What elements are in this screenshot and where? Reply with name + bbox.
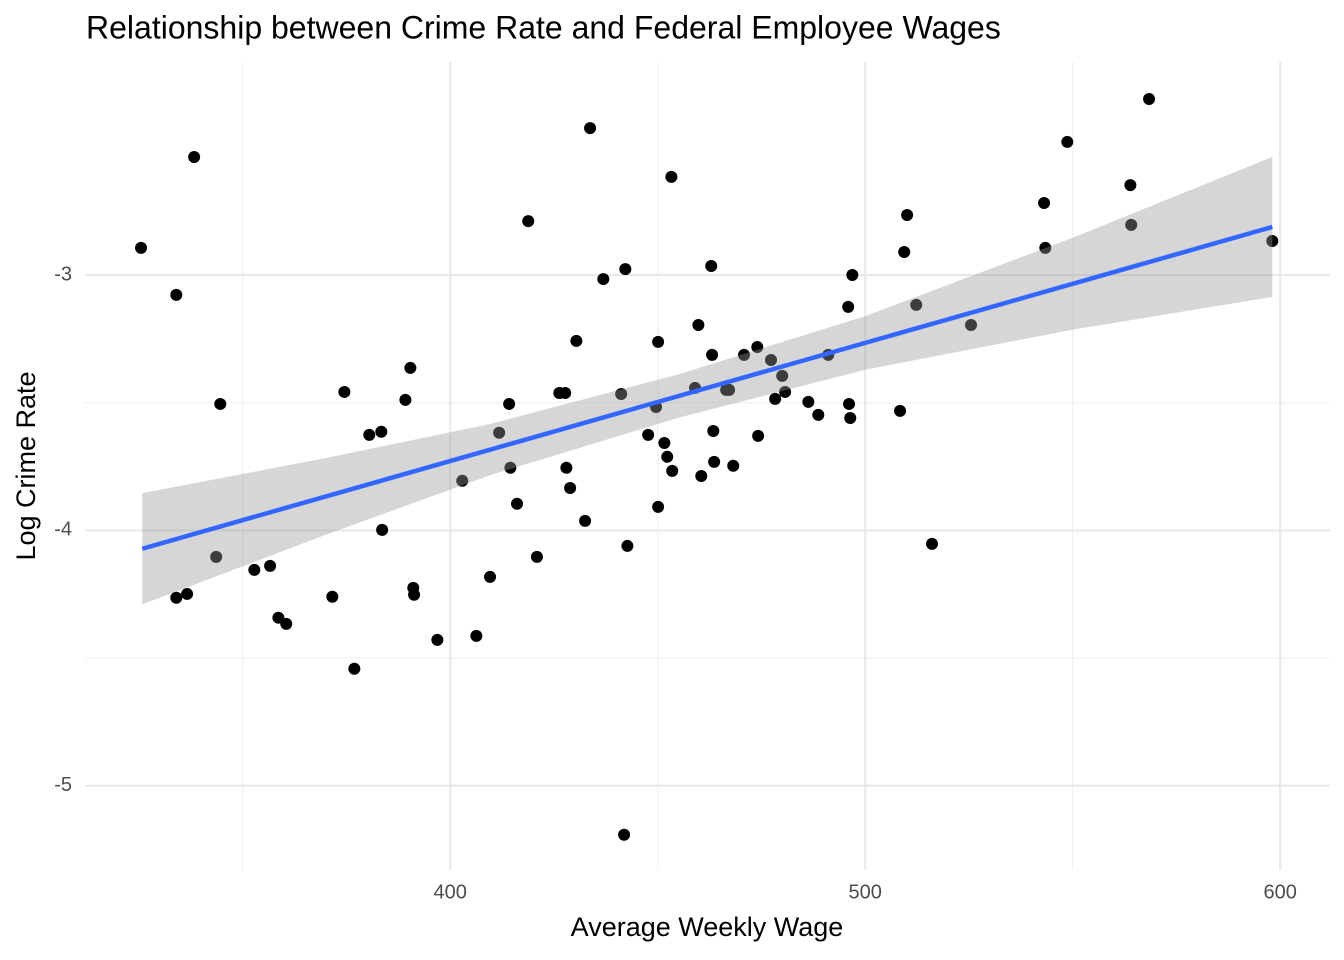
point (901, 208, 914, 221)
point (812, 408, 825, 421)
point (738, 348, 751, 361)
point (530, 550, 543, 563)
point (1038, 196, 1051, 209)
point (564, 481, 577, 494)
x-axis-title: Average Weekly Wage (571, 912, 844, 942)
point (375, 425, 388, 438)
y-tick-label: -5 (54, 774, 72, 796)
x-tick-label: 600 (1264, 881, 1297, 903)
point (1143, 93, 1156, 106)
point (210, 550, 223, 563)
point (842, 300, 855, 313)
point (652, 500, 665, 513)
point (188, 150, 201, 163)
point (135, 241, 148, 254)
point (707, 425, 720, 438)
point (522, 215, 535, 228)
point (723, 383, 736, 396)
point (802, 395, 815, 408)
point (456, 474, 469, 487)
point (559, 386, 572, 399)
point (376, 523, 389, 536)
point (348, 662, 361, 675)
point (910, 298, 923, 311)
point (619, 263, 632, 276)
point (705, 260, 718, 273)
point (615, 387, 628, 400)
point (1125, 218, 1138, 231)
point (618, 828, 631, 841)
point (692, 319, 705, 332)
point (280, 617, 293, 630)
confidence-band (142, 156, 1273, 605)
point (431, 633, 444, 646)
point (170, 591, 183, 604)
point (338, 385, 351, 398)
point (776, 369, 789, 382)
point (399, 393, 412, 406)
point (560, 461, 573, 474)
point (484, 570, 497, 583)
point (642, 428, 655, 441)
point (264, 559, 277, 572)
point (1039, 241, 1052, 254)
point (764, 354, 777, 367)
point (511, 497, 524, 510)
point (181, 587, 194, 600)
y-tick-label: -4 (54, 519, 72, 541)
point (843, 397, 856, 410)
point (408, 588, 421, 601)
point (584, 122, 597, 135)
point (695, 469, 708, 482)
point (898, 245, 911, 258)
point (404, 361, 417, 374)
y-tick-label: -3 (54, 263, 72, 285)
point (470, 629, 483, 642)
point (503, 397, 516, 410)
point (752, 429, 765, 442)
point (326, 590, 339, 603)
point (846, 268, 859, 281)
y-axis-title: Log Crime Rate (11, 371, 41, 560)
point (665, 170, 678, 183)
x-tick-label: 400 (434, 881, 467, 903)
point (751, 340, 764, 353)
point (597, 273, 610, 286)
point (769, 392, 782, 405)
point (493, 426, 506, 439)
point (779, 385, 792, 398)
point (661, 450, 674, 463)
point (926, 537, 939, 550)
point (844, 411, 857, 424)
point (170, 288, 183, 301)
point (1061, 135, 1074, 148)
point (579, 514, 592, 527)
chart-title: Relationship between Crime Rate and Fede… (86, 9, 1001, 45)
point (504, 461, 517, 474)
point (1266, 235, 1279, 248)
point (621, 539, 634, 552)
point (706, 348, 719, 361)
point (894, 404, 907, 417)
point (248, 563, 261, 576)
point (727, 459, 740, 472)
point (965, 319, 978, 332)
point (363, 428, 376, 441)
point (214, 397, 227, 410)
point (708, 455, 721, 468)
x-tick-label: 500 (849, 881, 882, 903)
point (652, 335, 665, 348)
point (1124, 179, 1137, 192)
fit-line (141, 224, 1273, 551)
point (570, 334, 583, 347)
point (666, 464, 679, 477)
point (658, 437, 671, 450)
